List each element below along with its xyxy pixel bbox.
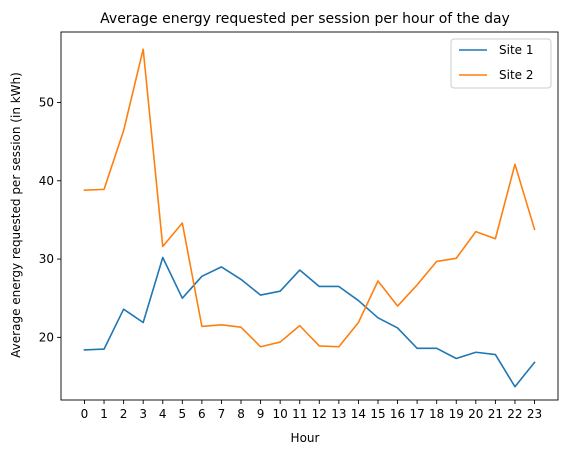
x-tick-label: 21 [488, 407, 503, 421]
chart-legend: Site 1 Site 2 [450, 38, 552, 89]
series-line-site-2 [83, 48, 536, 348]
x-tick-label: 6 [198, 407, 206, 421]
x-tick-label: 23 [527, 407, 542, 421]
series-line-site-1 [83, 256, 536, 388]
y-tick-label: 40 [39, 174, 54, 188]
x-tick-label: 9 [257, 407, 265, 421]
x-tick-label: 4 [159, 407, 167, 421]
x-tick-label: 14 [351, 407, 366, 421]
x-tick-label: 20 [468, 407, 483, 421]
x-tick-label: 10 [273, 407, 288, 421]
x-tick-label: 0 [81, 407, 89, 421]
y-tick-label: 20 [39, 330, 54, 344]
x-tick-label: 11 [292, 407, 307, 421]
x-tick-label: 16 [390, 407, 405, 421]
legend-label-site-1: Site 1 [499, 43, 534, 57]
axis-ticks: 0 1 2 3 4 5 6 7 8 9 10 11 12 13 14 15 16 17 18 19 20 21 22 2320… [39, 95, 542, 421]
x-axis-label: Hour [291, 431, 320, 445]
x-tick-label: 12 [312, 407, 327, 421]
x-tick-label: 19 [449, 407, 464, 421]
x-tick-label: 18 [429, 407, 444, 421]
x-tick-label: 2 [120, 407, 128, 421]
x-tick-label: 15 [370, 407, 385, 421]
x-tick-label: 5 [178, 407, 186, 421]
y-tick-label: 50 [39, 95, 54, 109]
x-tick-label: 8 [237, 407, 245, 421]
x-tick-label: 7 [218, 407, 226, 421]
x-tick-label: 1 [100, 407, 108, 421]
series-lines [83, 48, 536, 388]
y-axis-label: Average energy requested per session (in… [9, 72, 23, 358]
plot-area-frame [60, 31, 559, 401]
legend-label-site-2: Site 2 [499, 68, 534, 82]
x-tick-label: 17 [409, 407, 424, 421]
x-tick-label: 3 [139, 407, 147, 421]
x-tick-label: 22 [507, 407, 522, 421]
chart-title: Average energy requested per session per… [100, 11, 510, 27]
y-tick-label: 30 [39, 252, 54, 266]
x-tick-label: 13 [331, 407, 346, 421]
